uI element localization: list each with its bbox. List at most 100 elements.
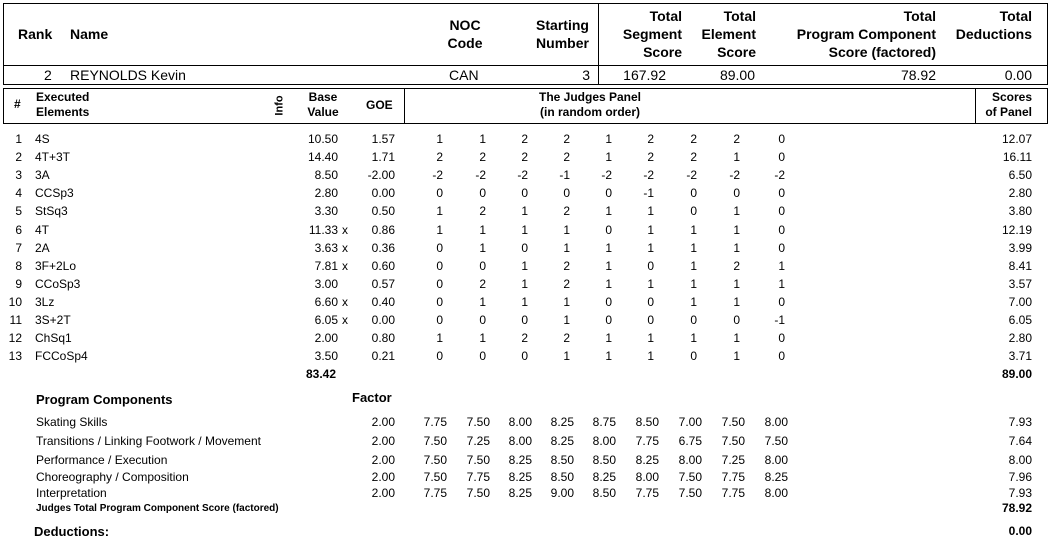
elements-header-sop-line2: of Panel xyxy=(985,105,1032,119)
element-judge-score: -2 xyxy=(475,168,486,183)
element-row: 3 3A 8.50 -2.00 -2 -2 -2 -1 -2 -2 -2 -2 -2 6.50 xyxy=(0,166,1051,184)
element-judge-score: 2 xyxy=(521,150,528,165)
element-judge-score: 1 xyxy=(733,276,740,291)
skater-tss: 167.92 xyxy=(623,67,666,83)
header-tes-line2: Element xyxy=(701,26,756,42)
header-noc-line1: NOC xyxy=(449,17,481,33)
element-judge-score: 1 xyxy=(479,294,486,309)
header-rank-label: Rank xyxy=(18,26,53,42)
element-judge-score: 2 xyxy=(479,150,486,165)
program-component-judge-score: 9.00 xyxy=(550,486,574,500)
element-judge-score: 2 xyxy=(563,258,570,273)
element-judge-score: 0 xyxy=(479,313,486,327)
program-component-name: Interpretation xyxy=(36,486,107,500)
element-name: StSq3 xyxy=(35,204,68,219)
program-component-score: 7.93 xyxy=(1008,486,1032,500)
element-score-of-panel: 3.80 xyxy=(1008,204,1032,219)
elements-header-executed: Executed Elements xyxy=(36,90,89,120)
element-judge-score: 0 xyxy=(436,276,443,291)
program-component-judge-score: 8.00 xyxy=(592,434,616,448)
element-judge-score: 1 xyxy=(647,204,654,219)
program-component-name: Transitions / Linking Footwork / Movemen… xyxy=(36,434,261,448)
header-tes-label: Total Element Score xyxy=(686,7,756,61)
element-judge-score: -2 xyxy=(643,168,654,183)
element-judge-score: 1 xyxy=(733,349,740,364)
element-row: 11 3S+2T 6.05 x 0.00 0 0 0 1 0 0 0 0 -1 6.05 xyxy=(0,311,1051,329)
elements-total-base: 83.42 xyxy=(305,367,336,381)
header-start-label: Starting Number xyxy=(525,16,600,52)
element-judge-score: 1 xyxy=(436,331,443,346)
element-base-value: 3.50 xyxy=(314,349,338,364)
program-component-judge-score: 8.00 xyxy=(764,453,788,467)
element-judge-score: 0 xyxy=(521,186,528,201)
element-base-value: 14.40 xyxy=(307,150,338,165)
element-row: 13 FCCoSp4 3.50 0.21 0 0 0 1 1 1 0 1 0 3.71 xyxy=(0,347,1051,365)
elements-header-base-line2: Value xyxy=(307,105,339,119)
element-number: 4 xyxy=(15,186,22,201)
element-judge-score: 1 xyxy=(690,240,697,255)
header-start-line1: Starting xyxy=(536,17,589,33)
element-score-of-panel: 2.80 xyxy=(1008,331,1032,346)
header-divider-segment xyxy=(598,3,599,66)
header-tss-line1: Total xyxy=(649,8,682,24)
element-judge-score: 0 xyxy=(778,150,785,165)
element-base-value: 3.63 xyxy=(314,240,338,255)
element-goe: 0.40 xyxy=(371,294,395,309)
program-component-judge-score: 8.25 xyxy=(592,470,616,484)
program-component-judge-score: 8.25 xyxy=(764,470,788,484)
element-goe: 0.00 xyxy=(371,313,395,327)
header-pcs-label: Total Program Component Score (factored) xyxy=(760,7,936,61)
element-judge-score: 1 xyxy=(436,204,443,219)
elements-header-panel-line2: (in random order) xyxy=(539,105,640,119)
element-base-value: 8.50 xyxy=(314,168,338,183)
element-judge-score: 0 xyxy=(436,258,443,273)
element-judge-score: 2 xyxy=(521,132,528,146)
program-component-factor: 2.00 xyxy=(371,434,395,448)
program-component-judge-score: 8.00 xyxy=(764,415,788,429)
element-judge-score: 0 xyxy=(778,186,785,201)
program-component-row: Performance / Execution 2.00 7.50 7.50 8.25 8… xyxy=(0,451,1051,467)
element-goe: 0.60 xyxy=(371,258,395,273)
element-name: CCSp3 xyxy=(35,186,74,201)
element-number: 8 xyxy=(15,258,22,273)
program-component-factor: 2.00 xyxy=(371,470,395,484)
program-component-judge-score: 8.25 xyxy=(508,470,532,484)
program-component-judge-score: 7.50 xyxy=(423,453,447,467)
header-tss-line2: Segment xyxy=(622,26,682,42)
element-judge-score: 0 xyxy=(436,240,443,255)
element-judge-score: 0 xyxy=(436,313,443,327)
program-component-name: Performance / Execution xyxy=(36,453,168,467)
program-component-judge-score: 8.25 xyxy=(635,453,659,467)
element-judge-score: 2 xyxy=(436,150,443,165)
element-number: 2 xyxy=(15,150,22,165)
skater-summary-row xyxy=(3,65,1048,85)
element-score-of-panel: 2.80 xyxy=(1008,186,1032,201)
header-ded-line2: Deductions xyxy=(955,26,1032,42)
header-start-line2: Number xyxy=(536,35,589,51)
program-component-score: 7.64 xyxy=(1008,434,1032,448)
element-name: 3Lz xyxy=(35,294,55,309)
element-row: 10 3Lz 6.60 x 0.40 0 1 1 1 0 0 1 1 0 7.00 xyxy=(0,293,1051,311)
element-judge-score: 1 xyxy=(647,240,654,255)
skater-name: REYNOLDS Kevin xyxy=(70,67,186,83)
element-base-value: 3.00 xyxy=(314,276,338,291)
element-base-value: 11.33 xyxy=(308,222,338,237)
element-row: 8 3F+2Lo 7.81 x 0.60 0 0 1 2 1 0 1 2 1 8.41 xyxy=(0,257,1051,275)
element-judge-score: 0 xyxy=(605,186,612,201)
program-component-score: 7.93 xyxy=(1008,415,1032,429)
program-component-judge-score: 8.25 xyxy=(508,486,532,500)
element-judge-score: 2 xyxy=(733,132,740,146)
element-judge-score: 1 xyxy=(521,294,528,309)
element-row: 7 2A 3.63 x 0.36 0 1 0 1 1 1 1 1 0 3.99 xyxy=(0,239,1051,257)
header-ded-label: Total Deductions xyxy=(940,7,1032,43)
element-name: FCCoSp4 xyxy=(35,349,88,364)
element-judge-score: 1 xyxy=(690,331,697,346)
element-base-value: 3.30 xyxy=(314,204,338,219)
element-judge-score: 1 xyxy=(690,294,697,309)
element-base-value: 7.81 xyxy=(314,258,338,273)
element-judge-score: 1 xyxy=(605,349,612,364)
program-component-judge-score: 8.25 xyxy=(508,453,532,467)
element-base-x-flag: x xyxy=(342,240,348,255)
elements-header-divider-left xyxy=(404,88,405,124)
element-judge-score: 0 xyxy=(605,222,612,237)
